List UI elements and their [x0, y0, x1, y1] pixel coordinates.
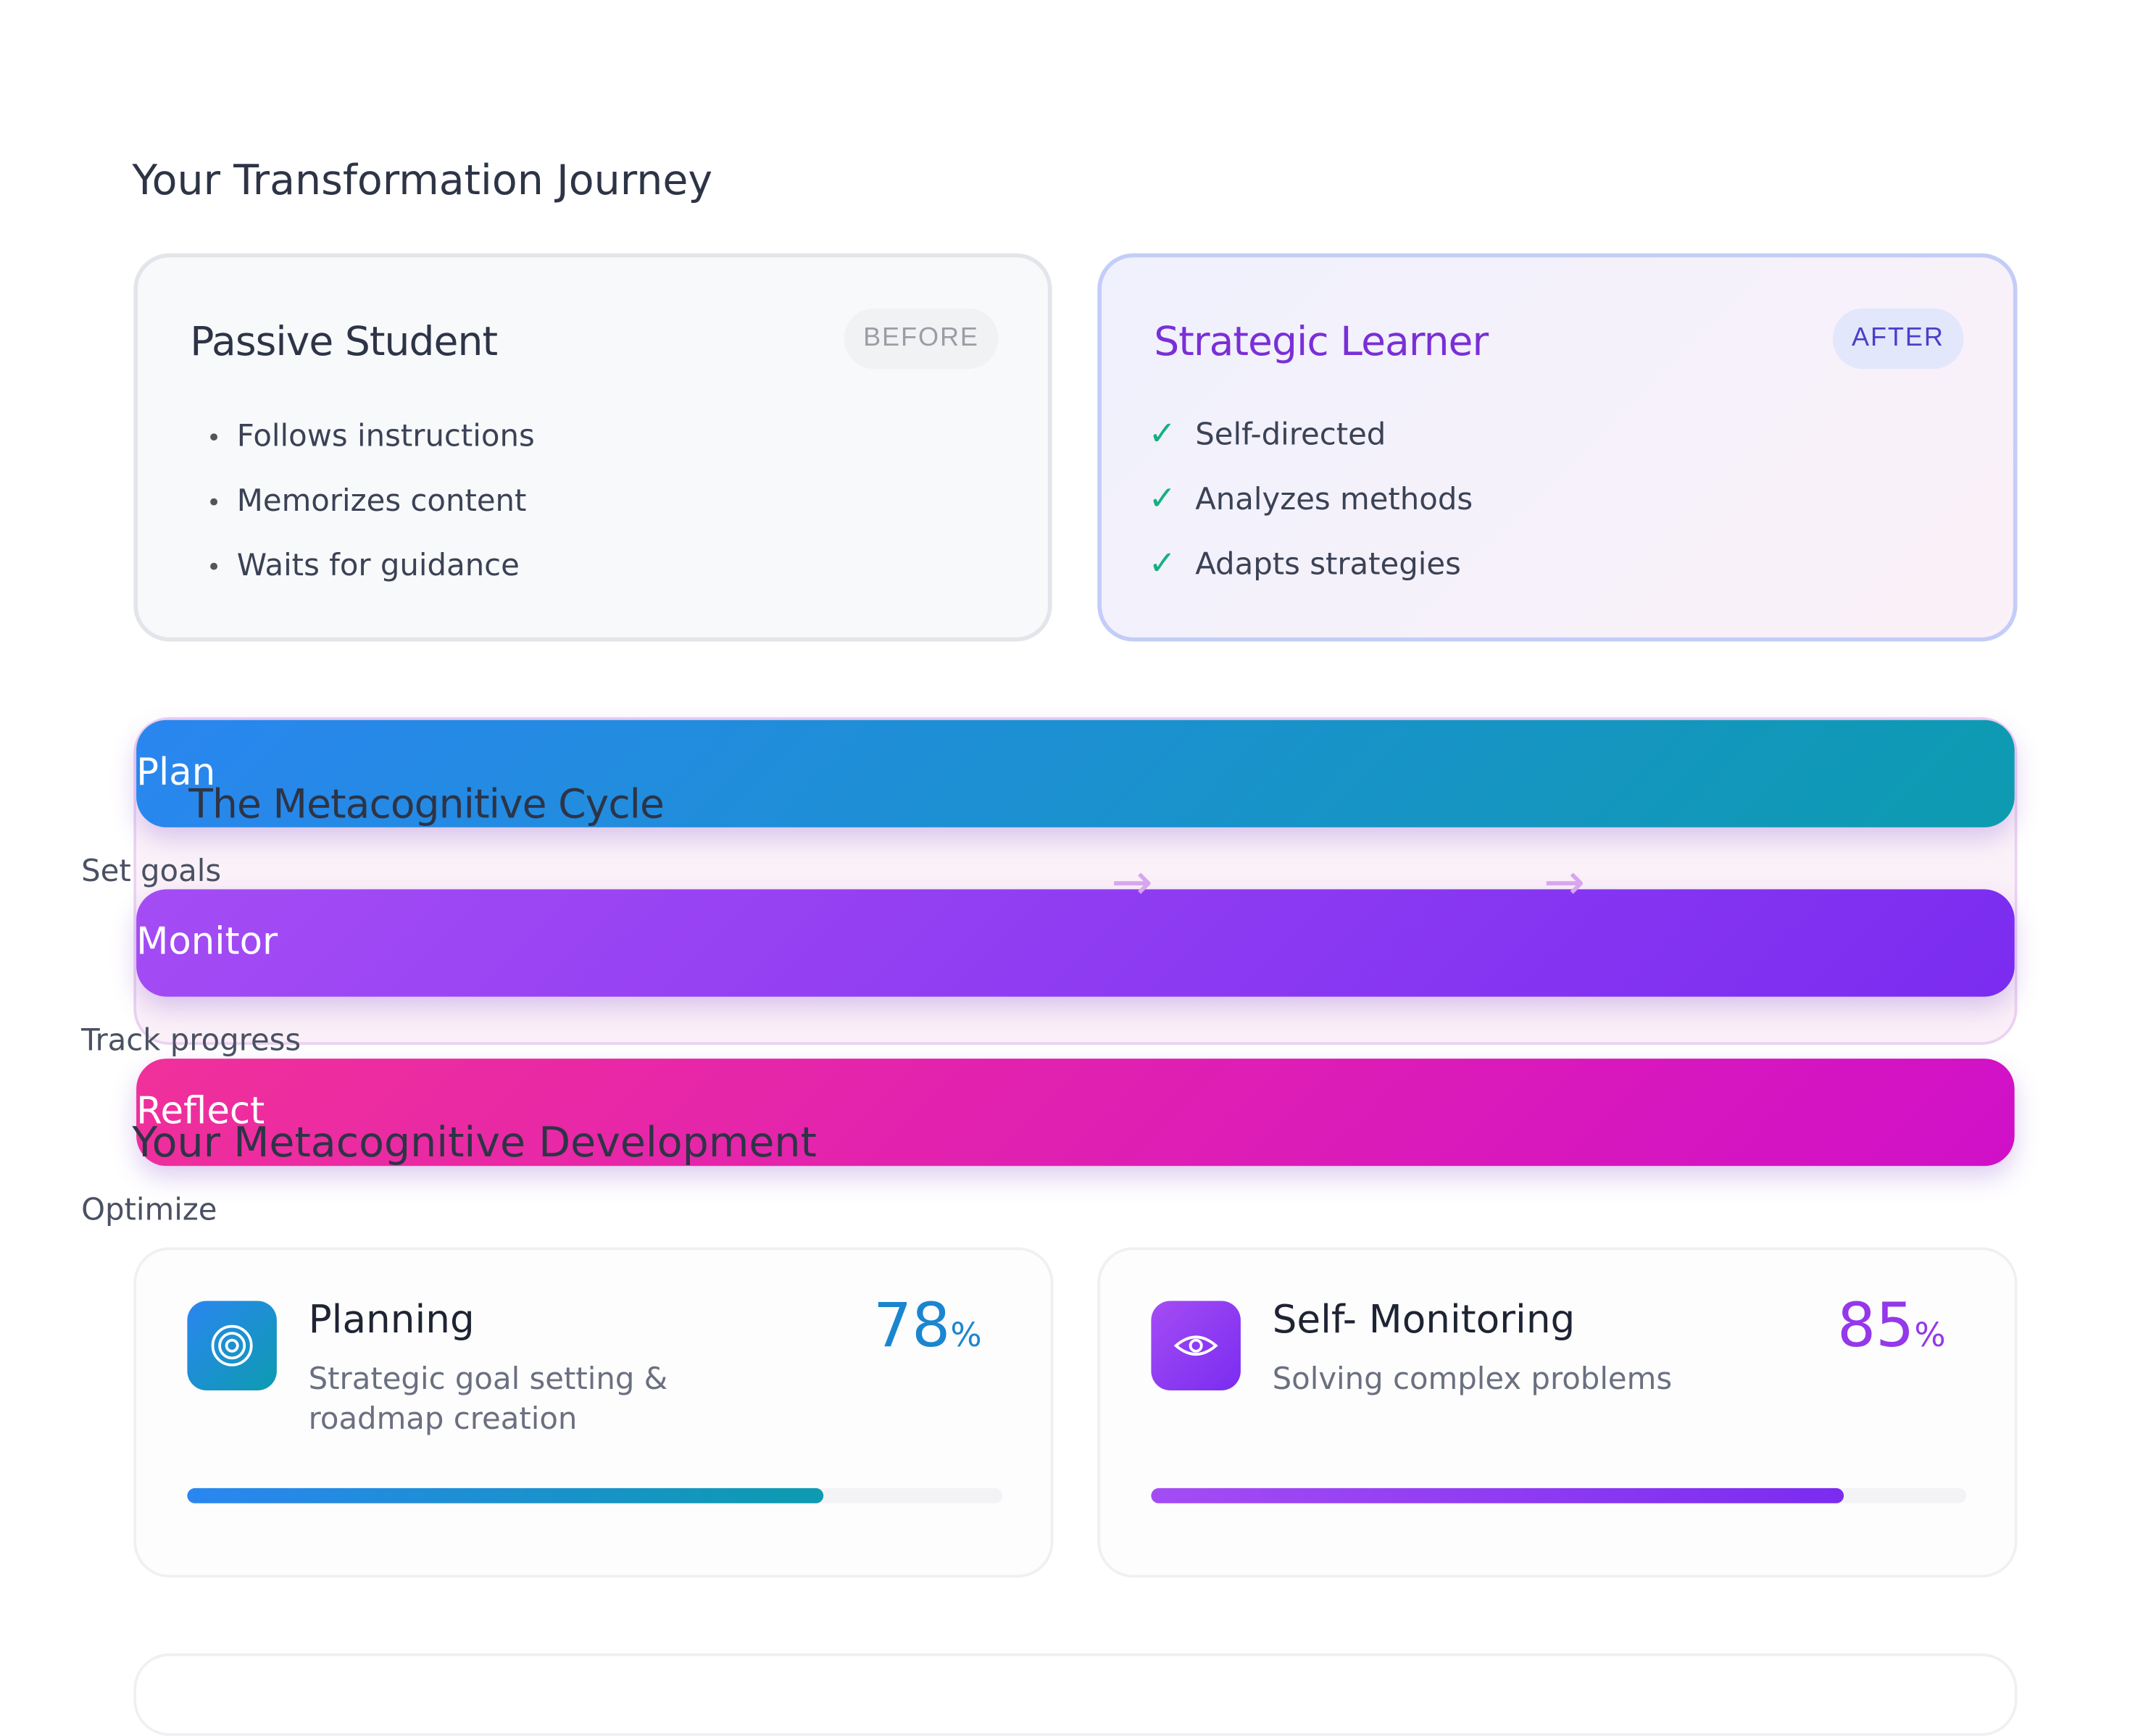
metric-icon [187, 1301, 277, 1390]
item-text: Follows instructions [236, 420, 535, 455]
item-text: Analyzes methods [1195, 483, 1473, 518]
progress-bar [1151, 1487, 1844, 1503]
bullet: • [207, 424, 222, 454]
root: Your Transformation Journey Passive Stud… [81, 157, 2018, 1736]
step-button: Plan [136, 719, 2015, 827]
step-caption: Track progress [81, 1024, 301, 1059]
step: Reflect Optimize [81, 1059, 2015, 1228]
list-item: • Waits for guidance [207, 549, 535, 614]
progress-track [187, 1487, 1003, 1503]
before-card: Passive Student BEFORE • Follows instruct… [133, 253, 1052, 642]
value-number: 78 [873, 1291, 951, 1362]
metric-icon [1151, 1301, 1241, 1390]
badge: AFTER [1832, 308, 1964, 370]
after-list: ✓ Self-directed ✓ Analyzes methods ✓ Adapts s… [1149, 414, 1473, 609]
metric-name: Planning [308, 1296, 475, 1343]
value-unit: % [950, 1316, 982, 1355]
section-title: Your Transformation Journey [132, 157, 713, 206]
section-title: Your Metacognitive Development [132, 1119, 817, 1168]
step-button: Reflect [136, 1059, 2015, 1167]
card-title: Passive Student [190, 317, 498, 365]
list-item: ✓ Self-directed [1149, 414, 1473, 479]
metric-description: Strategic goal setting & roadmap creatio… [308, 1363, 668, 1437]
list-item: • Memorizes content [207, 485, 535, 549]
value-number: 85 [1836, 1291, 1915, 1362]
value-unit: % [1914, 1316, 1946, 1355]
metric-card: Planning Strategic goal setting & roadmap… [133, 1247, 1054, 1578]
step-caption: Set goals [81, 854, 222, 890]
card-title: The Metacognitive Cycle [188, 780, 665, 827]
item-text: Self-directed [1195, 418, 1386, 454]
list-item: ✓ Analyzes methods [1149, 479, 1473, 543]
badge: BEFORE [844, 308, 999, 370]
metric-value: 78% [873, 1291, 982, 1361]
arrow: → [1543, 854, 1586, 911]
progress-track [1151, 1487, 1967, 1503]
steps: Plan Set goals → Monitor Track progress → Refl… [81, 719, 2015, 1228]
step: Plan Set goals [81, 719, 2015, 889]
bullet: • [207, 553, 222, 583]
metric-value: 85% [1837, 1291, 1946, 1361]
list-item: • Follows instructions [207, 420, 535, 485]
card-title: Strategic Learner [1154, 317, 1489, 365]
check: ✓ [1148, 414, 1176, 454]
page: Your Transformation Journey Passive Stud… [81, 157, 2018, 1736]
progress-bar [187, 1487, 823, 1503]
cycle-card: The Metacognitive Cycle Plan Set goals → Mo… [81, 717, 2018, 1228]
step-caption: Optimize [81, 1193, 217, 1228]
list-item: ✓ Adapts strategies [1149, 544, 1473, 609]
after-card: Strategic Learner AFTER ✓ Self-directed ✓ A… [1097, 253, 2018, 642]
item-text: Waits for guidance [236, 549, 520, 584]
step: Monitor Track progress [81, 889, 2015, 1059]
check: ✓ [1148, 479, 1176, 518]
bullet: • [207, 488, 222, 518]
next-card [133, 1653, 2018, 1736]
arrow: → [1111, 854, 1153, 911]
step-button: Monitor [136, 889, 2015, 997]
check: ✓ [1148, 543, 1176, 583]
metric-card: Self- Monitoring Solving complex problems… [1097, 1247, 2018, 1578]
metric-name: Self- Monitoring [1272, 1296, 1576, 1343]
item-text: Adapts strategies [1195, 548, 1461, 583]
metric-description: Solving complex problems [1272, 1363, 1673, 1398]
item-text: Memorizes content [236, 484, 527, 519]
before-list: • Follows instructions • Memorizes content •… [207, 420, 535, 614]
